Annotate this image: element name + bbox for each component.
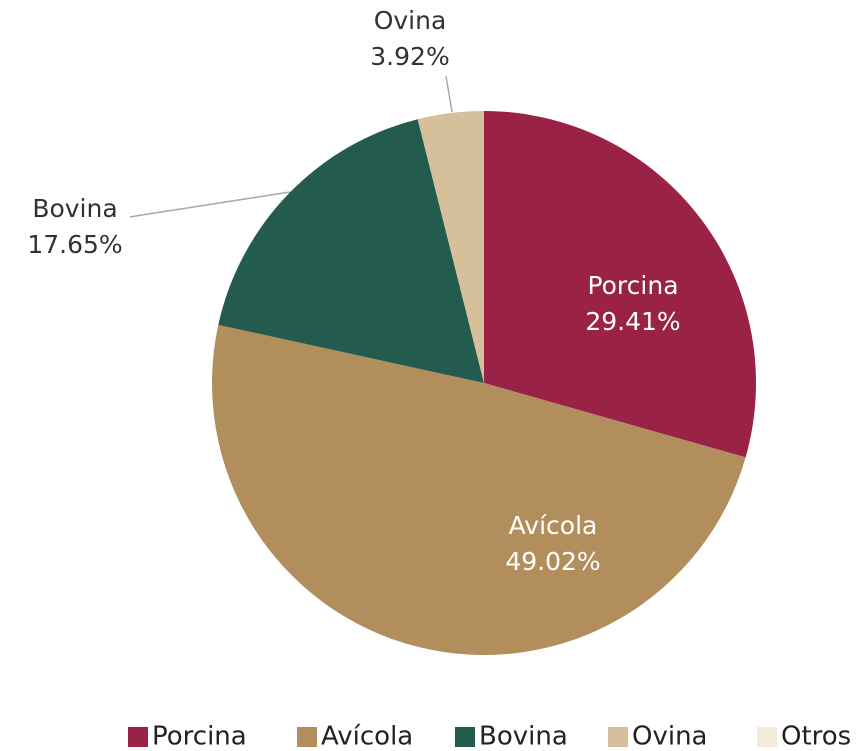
leader-line [445, 75, 453, 113]
legend-swatch [297, 727, 317, 747]
legend-swatch [757, 727, 777, 747]
slice-value-label: 29.41% [585, 307, 680, 336]
legend-swatch [608, 727, 628, 747]
legend-label: Avícola [321, 722, 413, 751]
legend-label: Porcina [152, 722, 247, 751]
slice-category-label: Porcina [587, 271, 678, 300]
legend-label: Ovina [632, 722, 708, 751]
legend-label: Bovina [479, 722, 568, 751]
slice-category-label: Avícola [509, 511, 598, 540]
pie-slice [212, 324, 746, 655]
pie-slice [484, 111, 756, 458]
slice-value-label: 3.92% [370, 42, 449, 71]
slice-value-label: 49.02% [505, 547, 600, 576]
pie-slice [417, 111, 484, 383]
legend-swatch [128, 727, 148, 747]
legend-swatch [455, 727, 475, 747]
pie-slice [218, 119, 484, 384]
slice-category-label: Bovina [32, 194, 117, 223]
leader-line [129, 191, 291, 218]
legend-label: Otros [781, 722, 851, 751]
slice-category-label: Ovina [374, 6, 447, 35]
slice-value-label: 17.65% [27, 230, 122, 259]
